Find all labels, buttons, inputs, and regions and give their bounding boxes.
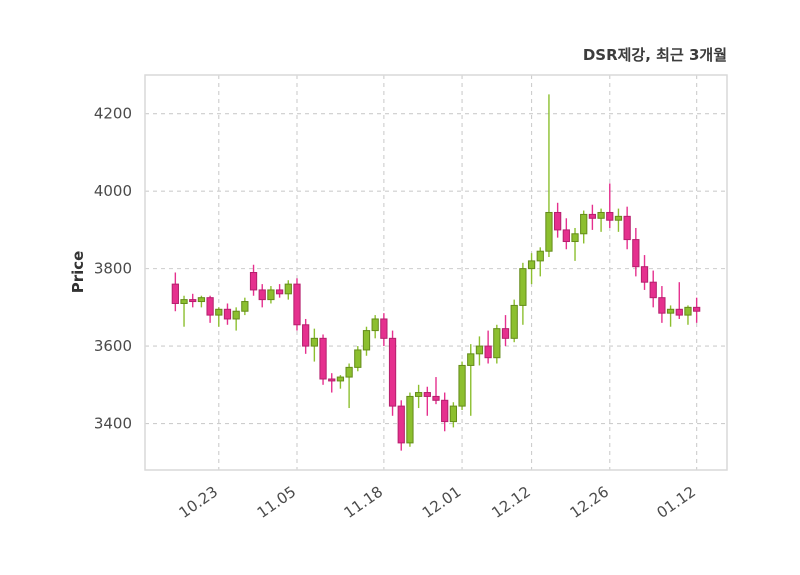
svg-text:12.12: 12.12 [488, 483, 534, 522]
svg-text:4000: 4000 [94, 182, 132, 200]
svg-text:11.05: 11.05 [254, 483, 300, 522]
svg-text:3800: 3800 [94, 260, 132, 278]
svg-text:12.26: 12.26 [567, 483, 613, 522]
svg-text:4200: 4200 [94, 105, 132, 123]
chart-title: DSR제강, 최근 3개월 [582, 46, 727, 64]
svg-text:10.23: 10.23 [176, 483, 222, 522]
svg-text:3600: 3600 [94, 337, 132, 355]
svg-text:12.01: 12.01 [419, 483, 465, 522]
svg-text:01.12: 01.12 [653, 483, 699, 522]
svg-text:3400: 3400 [94, 415, 132, 433]
svg-text:11.18: 11.18 [341, 483, 387, 522]
